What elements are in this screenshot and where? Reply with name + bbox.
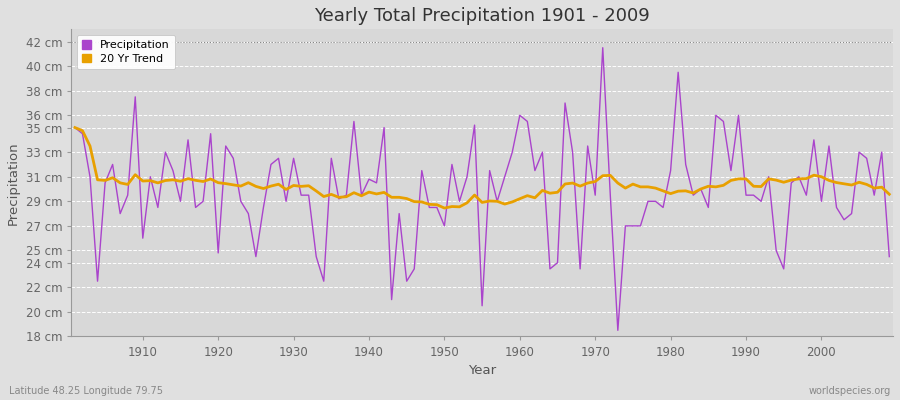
X-axis label: Year: Year [468,364,496,377]
Y-axis label: Precipitation: Precipitation [7,141,20,225]
Title: Yearly Total Precipitation 1901 - 2009: Yearly Total Precipitation 1901 - 2009 [314,7,650,25]
Text: worldspecies.org: worldspecies.org [809,386,891,396]
Legend: Precipitation, 20 Yr Trend: Precipitation, 20 Yr Trend [76,35,176,70]
Text: Latitude 48.25 Longitude 79.75: Latitude 48.25 Longitude 79.75 [9,386,163,396]
